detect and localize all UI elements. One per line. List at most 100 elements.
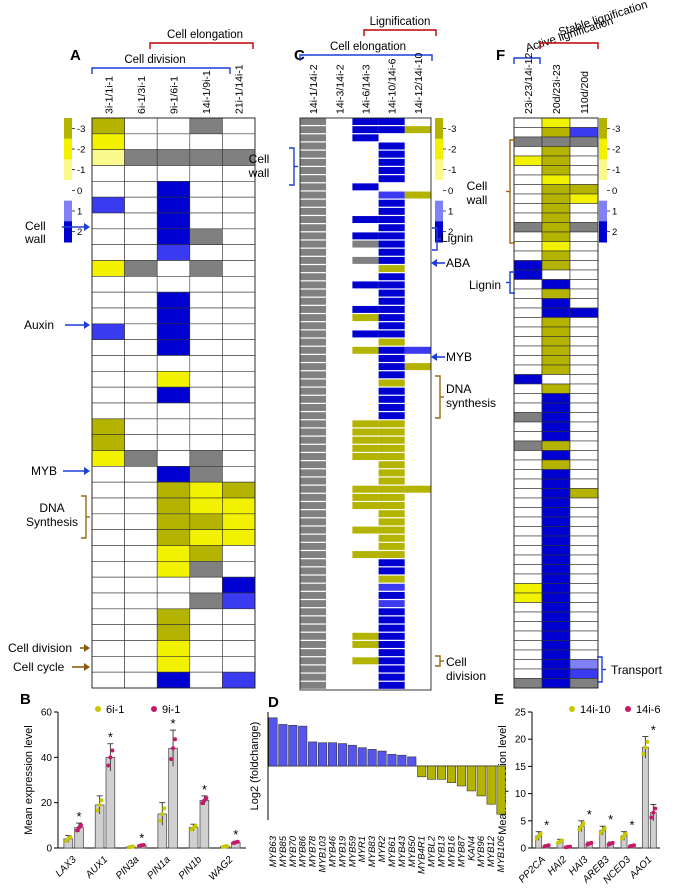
panel-c-heatmap-cell	[352, 281, 379, 289]
panel-f-heatmap-cell	[541, 288, 571, 299]
panel-d-bar	[357, 747, 367, 767]
panel-c-heatmap-cell	[352, 510, 379, 518]
panel-a-heatmap-cell	[222, 466, 256, 483]
panel-e-bar	[641, 746, 649, 849]
panel-c-heatmap-cell	[352, 248, 379, 256]
panel-c-heatmap-cell	[326, 640, 353, 648]
panel-a-heatmap-cell	[124, 656, 158, 673]
panel-a-heatmap-cell	[156, 481, 191, 499]
panel-c-heatmap-cell	[404, 575, 431, 583]
panel-b-dot	[110, 748, 115, 753]
panel-c-heatmap-cell	[404, 134, 431, 142]
panel-a-heatmap-cell	[124, 450, 158, 467]
panel-c-heatmap-cell	[378, 142, 405, 150]
panel-c-heatmap-cell	[378, 640, 405, 648]
panel-c-heatmap-cell	[300, 665, 327, 673]
panel-f-heatmap-cell	[569, 146, 599, 157]
panel-a-heatmap-cell	[156, 450, 191, 467]
panel-a-heatmap-cell	[222, 196, 256, 214]
panel-c-heatmap-cell	[352, 338, 379, 346]
panel-f-colorbar-segment	[599, 180, 607, 202]
panel-a-bracket-elongation	[149, 42, 254, 49]
panel-b-dot	[108, 755, 113, 760]
panel-c-bracket-dna	[435, 375, 441, 419]
panel-c-heatmap-cell	[352, 681, 379, 689]
panel-f-heatmap-cell	[513, 497, 543, 508]
panel-f-heatmap-cell	[569, 488, 599, 499]
panel-d-bar	[367, 749, 377, 767]
panel-f-heatmap-cell	[513, 374, 543, 385]
panel-c-heatmap-cell	[300, 248, 327, 256]
panel-d-xtick-label: MYB96	[476, 835, 487, 867]
panel-c-heatmap-cell	[404, 534, 431, 542]
panel-c-heatmap-cell	[378, 657, 405, 665]
panel-c-heatmap-cell	[404, 387, 431, 395]
panel-c-heatmap-cell	[326, 461, 353, 469]
panel-c-heatmap-cell	[404, 126, 431, 134]
panel-f-heatmap-cell	[541, 478, 571, 489]
panel-f-heatmap-cell	[569, 222, 599, 233]
panel-a-heatmap-cell	[189, 434, 223, 451]
panel-c-heatmap-cell	[404, 281, 431, 289]
panel-c-heatmap-cell	[352, 118, 379, 125]
panel-f-heatmap-cell	[513, 222, 543, 233]
panel-c-heatmap-cell	[326, 183, 353, 191]
panel-a-annot-dna-line: DNA	[39, 501, 64, 515]
panel-c-colorbar-segment	[435, 180, 443, 202]
panel-c-heatmap-cell	[378, 518, 405, 526]
panel-e-dot	[602, 826, 607, 831]
panel-c-heatmap-cell	[326, 673, 353, 681]
panel-a-heatmap-cell	[189, 133, 223, 150]
panel-c-heatmap-cell	[378, 346, 405, 354]
panel-e-dot	[589, 840, 594, 845]
panel-f-heatmap-cell	[569, 117, 599, 128]
panel-c-heatmap-cell	[326, 305, 353, 313]
panel-f-heatmap-cell	[541, 222, 571, 233]
panel-f-heatmap-cell	[541, 592, 571, 603]
panel-e-dot	[649, 815, 654, 820]
panel-c-heatmap-cell	[300, 216, 327, 224]
panel-c-heatmap-cell	[352, 518, 379, 526]
panel-c-heatmap-cell	[352, 616, 379, 624]
panel-b-dot	[99, 798, 104, 803]
panel-a-heatmap-cell	[124, 371, 158, 388]
panel-a-colorbar-segment	[64, 138, 72, 160]
panel-c-heatmap-cell	[326, 281, 353, 289]
panel-c-heatmap-cell	[326, 632, 353, 640]
panel-a-heatmap-cell	[156, 212, 191, 230]
panel-c-heatmap-cell	[352, 444, 379, 452]
panel-f-heatmap-cell	[569, 573, 599, 584]
panel-f-heatmap-cell	[541, 146, 571, 157]
panel-d-bar	[486, 765, 496, 805]
panel-c-heatmap-cell	[300, 387, 327, 395]
panel-a-heatmap-cell	[189, 561, 223, 578]
panel-a-heatmap-cell	[222, 434, 256, 451]
panel-c-heatmap-cell	[300, 591, 327, 599]
panel-f-heatmap-cell	[569, 497, 599, 508]
panel-c-colorbar-label: 0	[448, 186, 453, 197]
panel-e-legend-label: 14i-6	[636, 704, 660, 716]
panel-f-heatmap-cell	[513, 307, 543, 318]
panel-f-heatmap-cell	[569, 507, 599, 518]
panel-c-heatmap-cell	[404, 518, 431, 526]
panel-c-heatmap-cell	[326, 363, 353, 371]
panel-a-heatmap-cell	[156, 228, 191, 245]
panel-b-dot	[130, 844, 135, 849]
panel-d-bar	[308, 741, 318, 767]
panel-c-heatmap-cell	[326, 379, 353, 387]
panel-c-heatmap-cell	[352, 461, 379, 469]
panel-f-heatmap-cell	[569, 298, 599, 309]
panel-c-heatmap-cell	[404, 428, 431, 436]
panel-f-heatmap-cell	[541, 279, 571, 290]
panel-f-heatmap-cell	[541, 583, 571, 594]
panel-a-heatmap-cell	[222, 212, 256, 230]
panel-d-bar	[446, 765, 456, 783]
panel-b-xtick-label: AUX1	[83, 854, 110, 881]
panel-a-heatmap-cell	[156, 276, 191, 293]
panel-c-heatmap-cell	[404, 142, 431, 150]
panel-c-heatmap-cell	[378, 387, 405, 395]
panel-d-xtick-label: MYB63	[268, 835, 279, 867]
panel-c-heatmap-cell	[404, 551, 431, 559]
panel-f-heatmap-cell	[513, 469, 543, 480]
